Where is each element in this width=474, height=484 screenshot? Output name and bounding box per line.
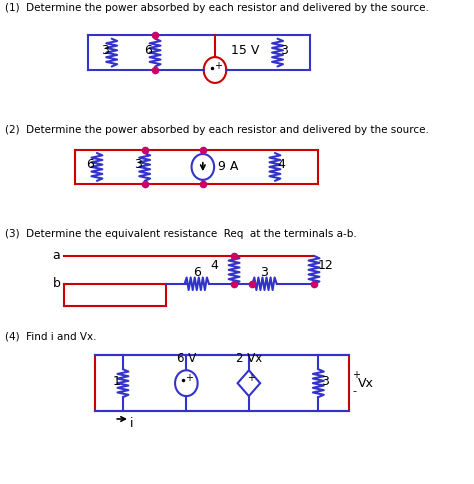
Text: b: b [53,277,61,290]
Text: (4)  Find i and Vx.: (4) Find i and Vx. [5,332,96,342]
Text: Vx: Vx [357,377,374,390]
Text: 3: 3 [321,375,329,388]
Text: 6: 6 [86,158,94,171]
Text: 6 V: 6 V [177,352,196,365]
Text: -: - [352,386,356,396]
Text: +: + [185,373,193,383]
Text: (1)  Determine the power absorbed by each resistor and delivered by the source.: (1) Determine the power absorbed by each… [5,3,429,14]
Text: +: + [214,61,222,71]
Text: 4: 4 [277,158,285,171]
Text: 3: 3 [134,158,142,171]
Text: +: + [352,370,360,380]
Text: +: + [247,373,255,383]
Text: 3: 3 [101,44,109,57]
Text: 6: 6 [193,266,201,279]
Text: (3)  Determine the equivalent resistance  Req  at the terminals a-b.: (3) Determine the equivalent resistance … [5,229,356,239]
Text: 12: 12 [318,259,333,272]
Text: 6: 6 [145,44,153,57]
Text: 1: 1 [112,375,120,388]
Text: 3: 3 [280,44,288,57]
Text: 3: 3 [261,266,268,279]
Text: i: i [130,417,133,430]
Text: 2 Vx: 2 Vx [236,352,262,365]
Text: 15 V: 15 V [231,44,259,57]
Text: (2)  Determine the power absorbed by each resistor and delivered by the source.: (2) Determine the power absorbed by each… [5,125,429,135]
Text: 9 A: 9 A [219,160,239,173]
Text: a: a [53,249,61,262]
Text: 4: 4 [210,259,219,272]
